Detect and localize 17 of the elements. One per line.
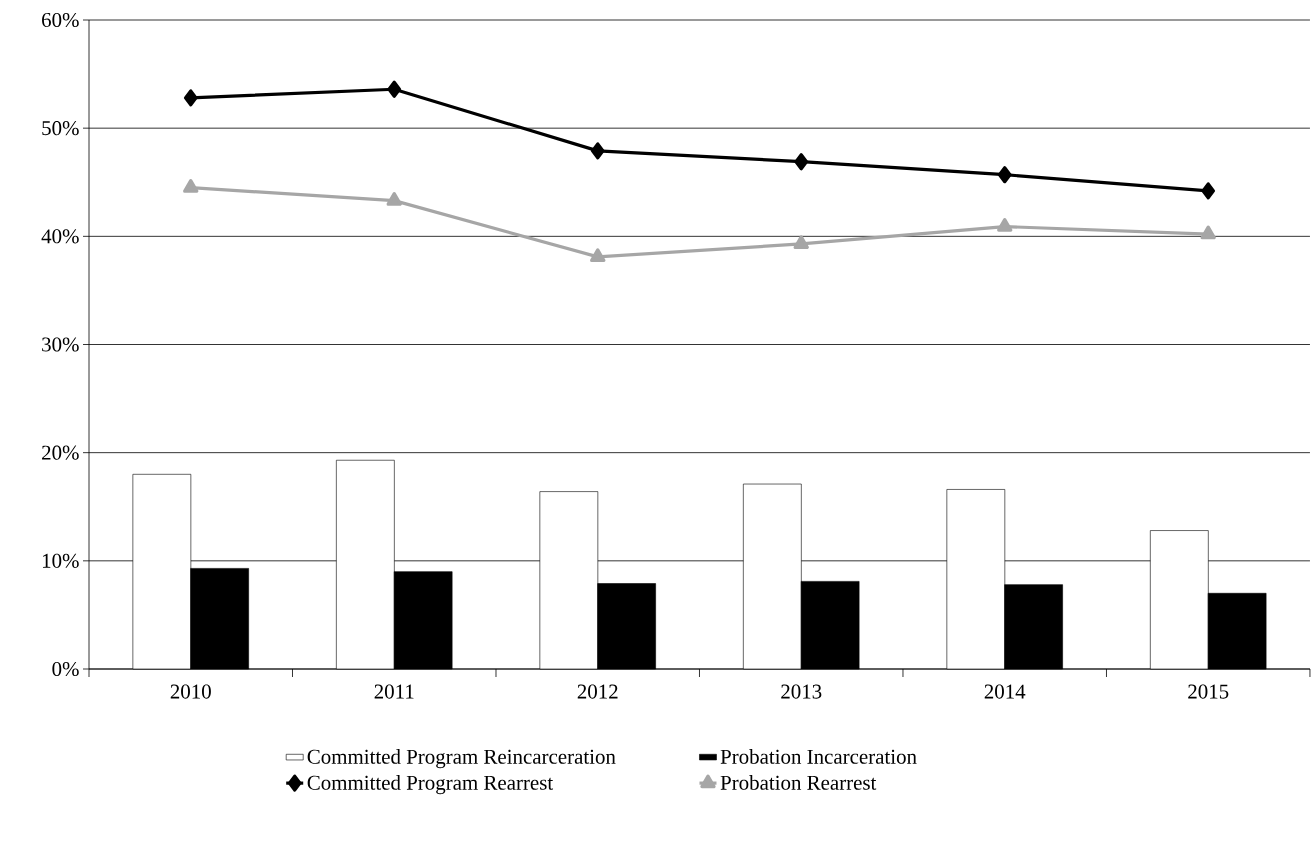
- legend-label: Probation Incarceration: [720, 749, 917, 764]
- y-tick-label: 60%: [42, 12, 79, 28]
- legend-label: Committed Program Reincarceration: [307, 749, 616, 769]
- legend-label: Probation Rearrest: [720, 775, 877, 790]
- x-tick-label: 2014: [984, 684, 1026, 699]
- x-tick-label: 2011: [374, 684, 414, 699]
- y-tick-label: 30%: [42, 337, 79, 352]
- x-tick-label: 2015: [1188, 684, 1229, 699]
- x-tick-label: 2012: [577, 684, 618, 699]
- legend-label: Committed Program Rearrest: [307, 775, 554, 795]
- x-tick-label: 2010: [170, 684, 211, 699]
- y-tick-label: 40%: [41, 229, 79, 244]
- y-tick-label: 10%: [42, 553, 79, 568]
- y-tick-label: 0%: [52, 661, 79, 677]
- y-tick-label: 50%: [42, 121, 79, 136]
- x-tick-label: 2013: [781, 684, 822, 699]
- y-tick-label: 20%: [42, 445, 79, 460]
